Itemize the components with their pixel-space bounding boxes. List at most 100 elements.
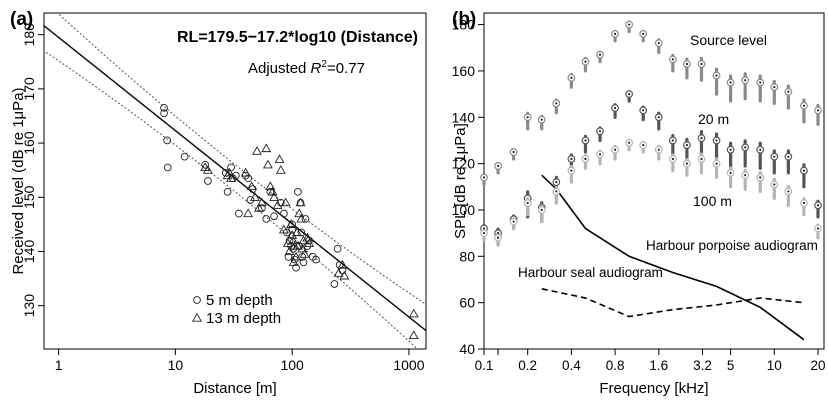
spectrum-point-center-20m — [598, 130, 602, 133]
spectrum-point-center-source-level — [744, 79, 747, 82]
spectrum-point-center-100m — [715, 162, 718, 165]
point-5m — [288, 225, 297, 234]
panel-a-x-tick-label: 1 — [55, 357, 63, 373]
spectrum-point-center-20m — [671, 139, 674, 142]
label-harbour-seal-audiogram: Harbour seal audiogram — [518, 265, 663, 280]
spectrum-mark-20m — [800, 163, 808, 189]
point-13m — [274, 154, 285, 163]
label-source-level: Source level — [690, 32, 767, 48]
spectrum-point-center-20m — [584, 139, 587, 142]
label-100m: 100 m — [693, 193, 732, 209]
spectrum-mark-20m — [784, 149, 793, 175]
spectrum-point-center-source-level — [570, 76, 573, 79]
spectrum-point-center-source-level — [787, 90, 790, 93]
spectrum-mark-source-level — [697, 56, 706, 82]
panel-b-y-tick-label: 160 — [452, 63, 476, 79]
spectrum-point-center-100m — [759, 176, 762, 179]
spectrum-point-center-100m — [613, 148, 617, 151]
spectrum-point-center-20m — [744, 146, 747, 149]
spectrum-mark-source-level — [480, 173, 488, 187]
spectrum-point-center-source-level — [555, 102, 558, 105]
panel-a-equation: RL=179.5−17.2*log10 (Distance) — [177, 29, 418, 46]
legend-marker-circle — [193, 296, 201, 304]
point-13m — [265, 181, 276, 191]
spectrum-mark-100m — [654, 144, 663, 161]
point-13m — [202, 165, 213, 174]
panel-b-spectra — [480, 20, 822, 247]
spectrum-mark-20m — [697, 130, 706, 159]
point-13m — [408, 308, 419, 318]
point-5m — [333, 244, 342, 253]
point-5m — [312, 255, 320, 264]
panel-a-y-tick-label: 140 — [21, 240, 37, 264]
panel-a-x-axis-label: Distance [m] — [193, 380, 276, 397]
point-5m — [270, 212, 278, 221]
point-13m — [295, 197, 306, 207]
panel-a-y-tick-label: 150 — [21, 185, 37, 209]
panel-b-x-tick-label: 20 — [810, 358, 825, 373]
spectrum-mark-source-level — [611, 29, 619, 43]
panel-a-x-tick-label: 10 — [168, 357, 184, 373]
spectrum-point-center-100m — [744, 174, 747, 177]
spectrum-point-center-source-level — [759, 81, 762, 84]
point-5m — [280, 209, 288, 218]
spectrum-point-center-source-level — [715, 74, 718, 77]
spectrum-mark-source-level — [654, 38, 663, 54]
point-13m — [252, 146, 262, 155]
panel-b-y-tick-label: 80 — [459, 248, 475, 264]
panel-b-y-axis: 40 60 80 100 120 140 160 180 — [452, 17, 484, 357]
spectrum-mark-100m — [770, 178, 779, 200]
spectrum-mark-100m — [567, 164, 576, 184]
spectrum-point-center-20m — [496, 232, 500, 235]
point-13m — [291, 251, 302, 261]
spectrum-mark-100m — [509, 217, 518, 231]
spectrum-point-center-20m — [628, 93, 631, 96]
spectrum-mark-100m — [552, 185, 561, 205]
spectrum-point-center-20m — [773, 155, 776, 158]
spectrum-point-center-20m — [642, 109, 645, 112]
spectrum-point-center-100m — [628, 141, 631, 144]
spectrum-point-center-20m — [555, 181, 558, 184]
spectrum-point-center-100m — [496, 236, 500, 239]
panel-b-y-axis-label: SPL [dB re 1μPa] — [452, 123, 469, 239]
spectrum-point-center-100m — [787, 190, 790, 193]
spectrum-point-center-100m — [729, 171, 732, 174]
spectrum-point-center-source-level — [816, 109, 820, 112]
r2-superscript: 2 — [321, 59, 327, 70]
point-13m — [304, 238, 315, 247]
panel-a-confidence-band — [44, 13, 426, 349]
panel-a-ci-lower — [44, 50, 419, 349]
panel-b-y-tick-label: 40 — [459, 341, 475, 357]
spectrum-mark-source-level — [537, 114, 546, 131]
spectrum-mark-source-level — [567, 73, 576, 89]
panel-a-y-axis-label: Received level (dB re 1μPa) — [10, 87, 27, 274]
spectrum-mark-100m — [611, 144, 619, 161]
panel-b-y-tick-label: 100 — [452, 202, 476, 218]
spectrum-mark-source-level — [668, 53, 677, 73]
spectrum-mark-source-level — [625, 20, 634, 34]
spectrum-mark-100m — [756, 171, 765, 194]
panel-b-x-axis: 0.1 0.2 0.4 0.8 1.6 3.2 5 10 20 — [475, 349, 826, 373]
spectrum-point-center-20m — [802, 169, 806, 172]
spectrum-point-center-20m — [759, 148, 762, 151]
spectrum-point-center-source-level — [657, 42, 660, 45]
point-5m — [262, 215, 271, 223]
harbour-seal-audiogram-line — [541, 288, 804, 318]
point-13m — [243, 208, 254, 218]
point-5m — [201, 160, 210, 169]
spectrum-mark-100m — [726, 166, 735, 189]
spectrum-point-center-20m — [816, 204, 820, 207]
point-5m — [223, 187, 232, 196]
panel-a-points — [160, 103, 419, 340]
point-13m — [333, 268, 344, 277]
spectrum-point-center-20m — [715, 139, 718, 142]
spectrum-point-center-source-level — [802, 104, 806, 107]
panel-a-y-tick-label: 170 — [21, 77, 37, 101]
point-13m — [296, 213, 307, 223]
point-5m — [299, 258, 308, 267]
spectrum-point-center-20m — [657, 116, 660, 119]
point-5m — [160, 109, 168, 118]
spectrum-mark-20m — [668, 133, 677, 156]
panel-a: (a) 1 10 100 1000 130 140 150 160 170 180 RL=179… — [10, 9, 427, 397]
